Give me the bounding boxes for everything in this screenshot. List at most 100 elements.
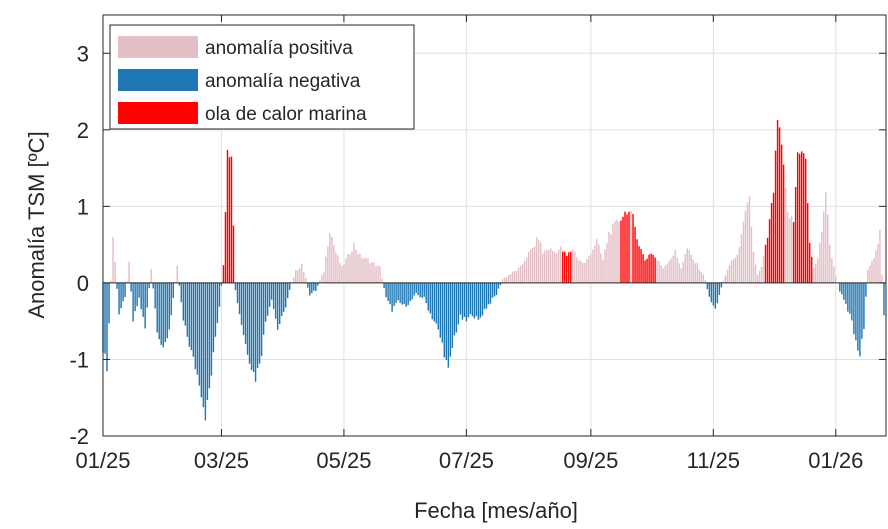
bar-negative [208,282,211,389]
bar-negative [716,282,719,304]
bar-negative [865,282,867,297]
bar-positive [728,265,731,283]
bar-heatwave [646,258,648,283]
bar-positive [674,250,676,283]
bar-negative [116,282,118,289]
bar-negative [144,282,146,329]
bar-positive [744,211,747,283]
bar-negative [216,282,219,323]
bar-negative [313,282,315,291]
bar-positive [668,260,670,283]
bar-negative [391,282,393,312]
bar-positive [823,211,825,283]
bar-negative [196,282,199,375]
bar-positive [355,249,357,283]
bar-positive [630,210,632,283]
bar-negative [710,282,713,303]
bar-negative [433,282,435,322]
bar-positive [321,275,323,283]
bar-negative [429,282,431,314]
bar-negative [186,282,189,337]
bar-negative [395,282,397,304]
bar-negative [248,282,251,364]
bar-heatwave [628,211,630,283]
bar-positive [821,231,823,283]
bar-positive [746,202,749,283]
bar-negative [104,282,106,354]
bar-positive [373,262,375,283]
legend-swatch [118,69,198,91]
bar-negative [168,282,170,330]
bar-negative [475,282,478,317]
bar-negative [122,282,124,302]
bar-positive [323,272,325,283]
bar-positive [748,196,751,283]
bar-positive [369,263,371,283]
y-tick-label: 0 [77,271,89,296]
bar-negative [148,282,150,289]
bar-heatwave [562,251,564,283]
bar-positive [750,226,753,283]
bar-negative [853,282,855,335]
bar-negative [407,282,409,306]
bar-heatwave [768,219,771,283]
bar-positive [572,249,574,283]
bar-negative [427,282,429,311]
bar-negative [130,282,132,292]
bar-negative [246,282,249,355]
bar-heatwave [782,164,785,283]
bar-negative [708,282,711,297]
bar-heatwave [640,249,642,283]
bar-negative [258,282,261,364]
bar-positive [319,280,321,283]
bar-negative [236,282,239,304]
bar-positive [343,264,345,283]
bar-positive [588,256,590,283]
bar-negative [188,282,191,347]
bar-positive [867,269,869,283]
bar-positive [365,257,367,283]
bar-positive [596,239,598,283]
bar-positive [686,248,688,283]
bar-heatwave [566,255,568,283]
bar-heatwave [228,157,231,283]
bar-positive [507,275,510,283]
bar-positive [827,214,829,283]
bar-positive [327,246,329,283]
bar-positive [881,274,883,283]
bar-negative [317,282,319,286]
bar-negative [399,282,401,303]
x-axis-label: Fecha [mes/año] [414,498,578,523]
x-tick-label: 05/25 [316,448,371,473]
bar-positive [301,263,303,283]
bar-positive [656,260,658,283]
bar-positive [869,265,871,283]
bar-positive [349,254,351,283]
bar-negative [423,282,425,297]
y-tick-label: -1 [69,347,89,372]
bar-positive [371,262,373,283]
bar-positive [788,218,791,283]
bar-negative [718,282,721,295]
bar-negative [146,282,148,308]
bar-positive [700,272,703,283]
bar-negative [252,282,255,372]
bar-negative [463,282,466,317]
bar-negative [712,282,715,306]
bar-negative [857,282,859,351]
bar-negative [383,282,385,289]
bar-positive [110,280,112,283]
bar-negative [108,282,110,324]
bar-heatwave [568,252,570,283]
bar-positive [614,221,616,283]
bar-positive [666,264,668,283]
bar-heatwave [766,237,769,283]
bar-heatwave [772,192,775,283]
bar-positive [730,260,733,283]
y-tick-label: 2 [77,118,89,143]
bar-negative [714,282,717,309]
bar-positive [664,265,666,283]
bar-positive [176,266,178,283]
bar-heatwave [634,226,636,283]
bar-positive [339,262,341,283]
